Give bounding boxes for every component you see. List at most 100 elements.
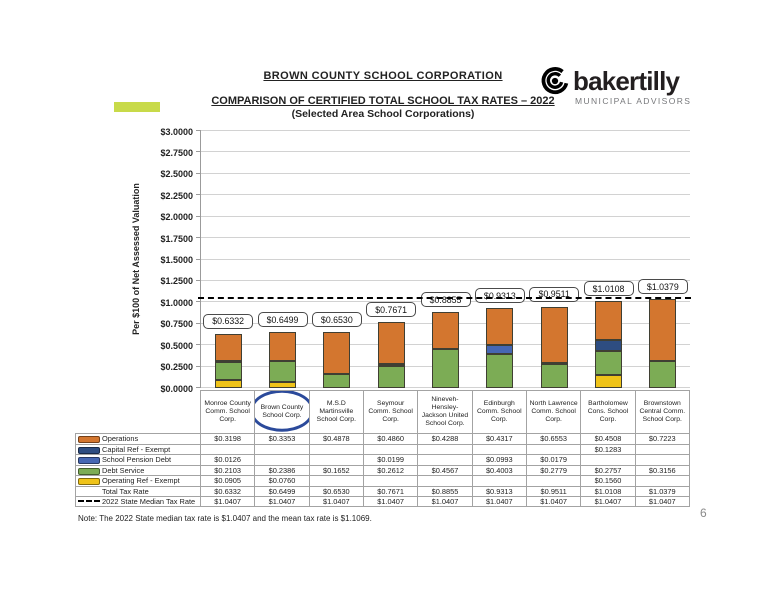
plot-area: $0.6332 $0.6499 $0.6530 $0.7671 $0.8855 $0.93… xyxy=(196,130,691,388)
rate-cell xyxy=(308,443,364,456)
row-label: School Pension Debt xyxy=(75,454,201,466)
rate-cell: $0.4508 xyxy=(580,433,636,445)
bar-total-label: $0.9313 xyxy=(474,288,525,304)
y-axis-tick-label: $0.5000 xyxy=(160,340,193,351)
rate-cell: $0.4003 xyxy=(471,464,527,477)
bar-segment xyxy=(269,381,296,388)
bar-total-label: $0.8855 xyxy=(420,292,471,308)
gridline xyxy=(201,279,690,281)
bar-segment xyxy=(323,373,351,388)
table-row: Operating Ref - Exempt $0.0905 $0.0760 $0.1… xyxy=(75,475,690,487)
brown-county-highlight-ellipse xyxy=(255,391,309,432)
gridline xyxy=(201,151,690,153)
note-text: Note: The 2022 State median tax rate is … xyxy=(78,514,372,523)
rate-cell: $0.9511 xyxy=(525,485,582,497)
rate-cell: $1.0379 xyxy=(634,485,690,497)
school-name-header: M.S.D Martinsville School Corp. xyxy=(308,390,364,434)
rate-cell: $0.0760 xyxy=(254,475,310,487)
y-axis-tick-label: $2.2500 xyxy=(160,190,193,201)
bar-segment xyxy=(214,380,242,388)
rate-cell xyxy=(308,475,364,487)
rate-cell: $0.0905 xyxy=(199,475,256,487)
row-label: Total Tax Rate xyxy=(75,485,201,497)
y-axis-tickmark xyxy=(196,387,201,388)
rate-cell: $0.3353 xyxy=(254,433,310,445)
rate-cell xyxy=(471,443,527,456)
legend-swatch-slot xyxy=(78,456,102,465)
y-axis-tickmark xyxy=(196,151,201,153)
page-number: 6 xyxy=(700,506,707,520)
row-label: Debt Service xyxy=(75,464,201,477)
rate-cell: $1.0407 xyxy=(417,495,473,508)
rate-cell: $0.3198 xyxy=(199,433,256,445)
row-label: Operating Ref - Exempt xyxy=(75,475,201,487)
lime-accent-bar xyxy=(114,102,160,112)
rate-cell xyxy=(417,475,473,487)
bar-total-label: $0.6499 xyxy=(257,312,308,328)
legend-swatch-slot xyxy=(78,435,102,444)
rate-cell xyxy=(634,454,690,466)
bar-segment xyxy=(323,332,351,374)
y-axis-tickmark xyxy=(196,258,201,260)
rate-cell: $0.0179 xyxy=(525,454,582,466)
rate-cell xyxy=(254,454,310,466)
bar-segment xyxy=(486,308,514,346)
gridline xyxy=(201,237,690,239)
rate-cell: $0.0199 xyxy=(362,454,419,466)
rate-cell: $0.2612 xyxy=(362,464,419,477)
y-axis-tick-label: $0.7500 xyxy=(160,319,193,330)
school-name-header: Monroe County Comm. School Corp. xyxy=(199,390,256,434)
y-axis-tick-label: $2.0000 xyxy=(160,212,193,223)
legend-swatch xyxy=(78,446,100,454)
logo-tagline: MUNICIPAL ADVISORS xyxy=(575,96,692,106)
rate-cell xyxy=(417,443,473,456)
y-axis-tickmark xyxy=(196,237,201,239)
y-axis-tickmark xyxy=(196,365,201,367)
legend-swatch xyxy=(78,478,100,486)
rate-cell: $0.3156 xyxy=(634,464,690,477)
bar-segment xyxy=(486,345,514,354)
table-row: Debt Service $0.2103 $0.2386 $0.1652 $0.2612… xyxy=(75,464,690,477)
bar-segment xyxy=(377,322,405,364)
gridline xyxy=(201,215,690,217)
school-header-row: Monroe County Comm. School Corp. Brown Co… xyxy=(76,390,690,434)
bar-total-label: $1.0108 xyxy=(583,281,634,297)
bar-segment xyxy=(432,312,459,349)
y-axis-tickmark xyxy=(196,215,201,217)
rate-cell: $0.6530 xyxy=(308,485,364,497)
bar-segment xyxy=(540,364,568,388)
bar-segment xyxy=(486,353,514,388)
rate-cell: $1.0407 xyxy=(254,495,310,508)
rate-cell xyxy=(525,475,582,487)
y-axis-tick-label: $1.7500 xyxy=(160,233,193,244)
rate-cell: $0.7223 xyxy=(634,433,690,445)
legend-swatch xyxy=(78,436,100,444)
y-axis-tickmark xyxy=(196,301,201,303)
gridline xyxy=(201,130,690,131)
y-axis-tickmark xyxy=(196,279,201,281)
y-axis-tick-label: $2.7500 xyxy=(160,147,193,158)
rate-cell: $0.0993 xyxy=(471,454,527,466)
rate-cell xyxy=(634,443,690,456)
rate-cell: $0.2386 xyxy=(254,464,310,477)
rate-cell xyxy=(417,454,473,466)
gridline xyxy=(201,258,690,260)
rate-cell: $0.7671 xyxy=(362,485,419,497)
rate-cell: $1.0407 xyxy=(580,495,636,508)
rate-cell xyxy=(362,475,419,487)
bar-segment xyxy=(540,306,568,363)
bar-total-label: $0.6530 xyxy=(311,312,362,328)
rate-cell xyxy=(199,443,256,456)
y-axis-tickmark xyxy=(196,172,201,174)
rate-cell: $0.1283 xyxy=(580,443,636,456)
rate-cell xyxy=(308,454,364,466)
dashed-line-swatch xyxy=(78,500,100,503)
legend-swatch xyxy=(78,457,100,465)
bar-segment xyxy=(595,374,622,388)
bar-segment xyxy=(595,340,622,352)
legend-swatch-slot xyxy=(78,466,102,475)
school-name-header: Brownstown Central Comm. School Corp. xyxy=(634,390,690,434)
bar-total-label: $0.9511 xyxy=(529,286,580,302)
state-median-dashed-line xyxy=(198,296,691,299)
